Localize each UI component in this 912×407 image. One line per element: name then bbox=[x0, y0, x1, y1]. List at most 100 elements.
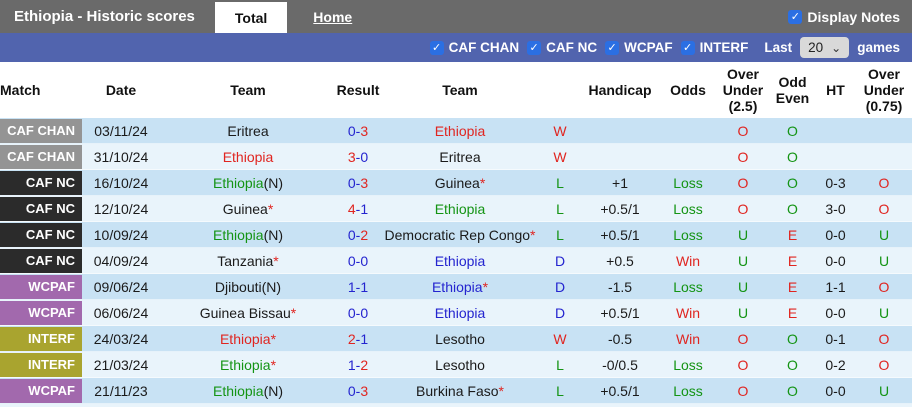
competition-badge: WCPAF bbox=[0, 274, 82, 299]
column-header-handicap: Handicap bbox=[588, 82, 652, 98]
checkbox-icon[interactable]: ✓ bbox=[527, 40, 542, 55]
over-under-2.5-value: U bbox=[737, 226, 749, 243]
over-under-2.5-value: U bbox=[737, 304, 749, 321]
wld-indicator: L bbox=[556, 382, 564, 399]
odd-even-value: O bbox=[787, 174, 798, 191]
away-goals: 3 bbox=[360, 174, 369, 191]
home-goals: 1 bbox=[347, 278, 356, 295]
match-date: 21/03/24 bbox=[93, 356, 149, 373]
away-team: Ethiopia bbox=[380, 201, 540, 217]
odd-even-value: O bbox=[787, 356, 798, 373]
table-body: CAF CHAN 03/11/24 Eritrea 0-3 Ethiopia W O O CAF… bbox=[0, 118, 912, 407]
away-goals: 1 bbox=[360, 330, 369, 347]
home-team: Djibouti (N) bbox=[160, 279, 336, 295]
last-games-select[interactable]: 20 ⌄ bbox=[800, 37, 850, 58]
display-notes-checkbox-icon[interactable]: ✓ bbox=[788, 9, 803, 24]
match-date: 04/09/24 bbox=[93, 252, 149, 269]
away-goals: 3 bbox=[360, 122, 369, 139]
wld-indicator: W bbox=[553, 148, 567, 165]
match-date: 10/09/24 bbox=[93, 226, 149, 243]
team-name: Ethiopia bbox=[212, 226, 264, 243]
odd-even-value: E bbox=[787, 226, 798, 243]
team-name: Burkina Faso bbox=[416, 382, 499, 399]
home-goals: 0 bbox=[347, 304, 356, 321]
match-date: 03/11/24 bbox=[94, 122, 148, 139]
column-header-date: Date bbox=[105, 82, 137, 98]
match-competition: WCPAF bbox=[0, 378, 82, 404]
tab-home[interactable]: Home bbox=[313, 8, 353, 25]
score-dash: - bbox=[355, 278, 361, 295]
home-team: Ethiopia (N) bbox=[160, 227, 336, 243]
competition-badge: CAF NC bbox=[0, 248, 82, 273]
filter-label: CAF CHAN bbox=[448, 40, 520, 55]
ht-score: 0-2 bbox=[825, 356, 846, 373]
ht-score: 0-0 bbox=[825, 226, 846, 243]
filter-label: INTERF bbox=[699, 40, 749, 55]
team-name: Ethiopia bbox=[434, 122, 486, 139]
competition-badge: INTERF bbox=[0, 352, 82, 377]
team-name: Ethiopia bbox=[212, 174, 264, 191]
odd-even-value: O bbox=[787, 148, 798, 165]
handicap-value: +0.5/1 bbox=[600, 226, 640, 243]
star-marker: * bbox=[530, 226, 536, 243]
home-team: Ethiopia (N) bbox=[160, 175, 336, 191]
ht-score: 0-0 bbox=[825, 304, 846, 321]
odds-result: Loss bbox=[673, 200, 703, 217]
away-goals: 3 bbox=[360, 382, 369, 399]
star-marker: * bbox=[273, 252, 279, 269]
competition-badge: INTERF bbox=[0, 326, 82, 351]
team-name: Ethiopia bbox=[434, 304, 486, 321]
score: 1-2 bbox=[336, 357, 380, 373]
star-marker: * bbox=[498, 382, 504, 399]
table-row: CAF CHAN 03/11/24 Eritrea 0-3 Ethiopia W O O bbox=[0, 118, 912, 144]
team-name: Guinea bbox=[434, 174, 480, 191]
away-goals: 1 bbox=[360, 278, 369, 295]
match-date: 16/10/24 bbox=[93, 174, 149, 191]
competition-badge: CAF NC bbox=[0, 170, 82, 195]
score: 0-3 bbox=[336, 175, 380, 191]
checkbox-icon[interactable]: ✓ bbox=[605, 40, 620, 55]
match-date: 31/10/24 bbox=[93, 148, 149, 165]
score-dash: - bbox=[355, 174, 361, 191]
match-competition: WCPAF bbox=[0, 300, 82, 326]
games-label: games bbox=[857, 40, 900, 55]
checkbox-icon[interactable]: ✓ bbox=[429, 40, 444, 55]
over-under-0.75-value: O bbox=[878, 278, 890, 295]
last-games-value: 20 bbox=[808, 40, 824, 55]
team-name: Lesotho bbox=[435, 330, 485, 347]
away-team: Democratic Rep Congo * bbox=[380, 227, 540, 243]
display-notes-label: Display Notes bbox=[807, 8, 900, 25]
ht-score: 0-3 bbox=[825, 174, 846, 191]
competition-badge: CAF NC bbox=[0, 222, 82, 247]
checkbox-icon[interactable]: ✓ bbox=[680, 40, 695, 55]
odd-even-value: O bbox=[787, 330, 798, 347]
chevron-down-icon: ⌄ bbox=[831, 40, 842, 55]
column-header-over-under-2.5: Over Under (2.5) bbox=[722, 66, 764, 114]
neutral-marker: (N) bbox=[263, 382, 284, 399]
home-goals: 0 bbox=[347, 122, 356, 139]
match-competition: CAF NC bbox=[0, 222, 82, 248]
tab-total[interactable]: Total bbox=[214, 2, 288, 33]
table-row: CAF NC 10/09/24 Ethiopia (N) 0-2 Democratic R… bbox=[0, 222, 912, 248]
filter-item-caf-chan: ✓ CAF CHAN bbox=[429, 40, 520, 55]
score-dash: - bbox=[355, 304, 361, 321]
column-header-over-under-0.75: Over Under (0.75) bbox=[863, 66, 905, 114]
handicap-value: +0.5 bbox=[606, 252, 634, 269]
topbar-spacer bbox=[352, 0, 788, 33]
team-name: Ethiopia bbox=[434, 252, 486, 269]
score: 0-2 bbox=[336, 227, 380, 243]
star-marker: * bbox=[290, 304, 297, 321]
filter-item-caf-nc: ✓ CAF NC bbox=[527, 40, 597, 55]
team-name: Ethiopia bbox=[219, 330, 271, 347]
display-notes-control: ✓ Display Notes bbox=[788, 0, 912, 33]
odds-result: Loss bbox=[673, 382, 703, 399]
wld-indicator: D bbox=[554, 278, 566, 295]
score-dash: - bbox=[355, 356, 361, 373]
table-row: CAF NC 16/10/24 Ethiopia (N) 0-3 Guinea * L +1 Lo… bbox=[0, 170, 912, 196]
wld-indicator: W bbox=[553, 330, 567, 347]
match-competition: CAF NC bbox=[0, 248, 82, 274]
home-goals: 2 bbox=[347, 330, 356, 347]
wld-indicator: D bbox=[554, 304, 566, 321]
table-row: WCPAF 06/06/24 Guinea Bissau * 0-0 Ethiopia D +… bbox=[0, 300, 912, 326]
